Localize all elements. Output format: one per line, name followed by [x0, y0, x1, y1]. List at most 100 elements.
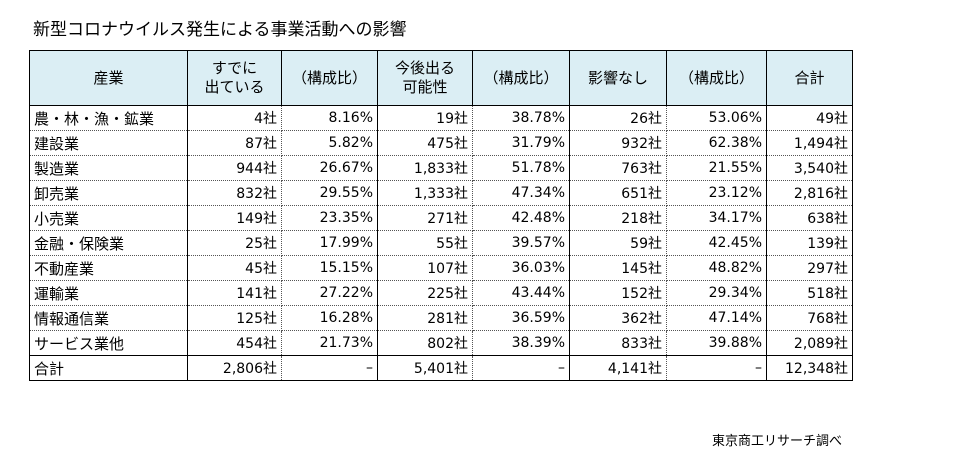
possible-pct-cell: 42.48% [472, 205, 570, 231]
already-cell: 87社 [187, 130, 282, 156]
possible-cell: 271社 [377, 205, 473, 231]
none-pct-cell: 62.38% [666, 130, 767, 156]
industry-cell: 建設業 [29, 130, 188, 156]
table-row: 建設業 87社 5.82% 475社 31.79% 932社 62.38% 1,… [29, 130, 853, 156]
possible-cell: 107社 [377, 255, 473, 281]
possible-pct-cell: 38.39% [472, 330, 570, 356]
industry-cell: 情報通信業 [29, 305, 188, 331]
none-pct-cell: 34.17% [666, 205, 767, 231]
none-pct-cell: 39.88% [666, 330, 767, 356]
possible-pct-cell: 39.57% [472, 230, 570, 256]
already-cell: 125社 [187, 305, 282, 331]
none-cell: 145社 [569, 255, 667, 281]
header-already: すでに 出ている [187, 50, 282, 106]
possible-cell: 475社 [377, 130, 473, 156]
possible-total-cell: 5,401社 [377, 355, 473, 381]
already-pct-cell: 29.55% [281, 180, 378, 206]
already-total-cell: 2,806社 [187, 355, 282, 381]
already-cell: 832社 [187, 180, 282, 206]
total-cell: 2,089社 [766, 330, 853, 356]
none-cell: 152社 [569, 280, 667, 306]
none-pct-cell: 29.34% [666, 280, 767, 306]
table-row: サービス業他 454社 21.73% 802社 38.39% 833社 39.8… [29, 330, 853, 356]
already-pct-cell: 15.15% [281, 255, 378, 281]
possible-cell: 802社 [377, 330, 473, 356]
none-cell: 59社 [569, 230, 667, 256]
industry-cell: 運輸業 [29, 280, 188, 306]
header-none: 影響なし [569, 50, 667, 106]
already-cell: 944社 [187, 155, 282, 181]
possible-cell: 281社 [377, 305, 473, 331]
already-cell: 141社 [187, 280, 282, 306]
possible-pct-cell: 36.59% [472, 305, 570, 331]
impact-table: 産業 すでに 出ている （構成比） 今後出る 可能性 （構成比） 影響なし （構成比… [29, 50, 853, 381]
none-pct-total-cell: – [666, 355, 767, 381]
total-row: 合計 2,806社 – 5,401社 – 4,141社 – 12,348社 [29, 355, 853, 381]
industry-cell: 農・林・漁・鉱業 [29, 105, 188, 131]
industry-cell: 製造業 [29, 155, 188, 181]
possible-pct-cell: 38.78% [472, 105, 570, 131]
industry-cell: サービス業他 [29, 330, 188, 356]
none-pct-cell: 23.12% [666, 180, 767, 206]
total-label-cell: 合計 [29, 355, 188, 381]
possible-pct-cell: 36.03% [472, 255, 570, 281]
table-row: 農・林・漁・鉱業 4社 8.16% 19社 38.78% 26社 53.06% … [29, 105, 853, 131]
already-pct-cell: 27.22% [281, 280, 378, 306]
possible-pct-total-cell: – [472, 355, 570, 381]
already-pct-cell: 8.16% [281, 105, 378, 131]
possible-cell: 225社 [377, 280, 473, 306]
already-cell: 454社 [187, 330, 282, 356]
possible-cell: 19社 [377, 105, 473, 131]
already-pct-cell: 26.67% [281, 155, 378, 181]
industry-cell: 金融・保険業 [29, 230, 188, 256]
total-cell: 518社 [766, 280, 853, 306]
none-cell: 218社 [569, 205, 667, 231]
source-note: 東京商工リサーチ調べ [712, 434, 843, 449]
total-cell: 297社 [766, 255, 853, 281]
possible-cell: 55社 [377, 230, 473, 256]
table-row: 情報通信業 125社 16.28% 281社 36.59% 362社 47.14… [29, 305, 853, 331]
already-pct-cell: 23.35% [281, 205, 378, 231]
industry-cell: 不動産業 [29, 255, 188, 281]
already-cell: 25社 [187, 230, 282, 256]
none-pct-cell: 21.55% [666, 155, 767, 181]
none-cell: 26社 [569, 105, 667, 131]
none-pct-cell: 47.14% [666, 305, 767, 331]
header-ratio-none: （構成比） [666, 50, 767, 106]
total-cell: 1,494社 [766, 130, 853, 156]
none-cell: 362社 [569, 305, 667, 331]
table-row: 卸売業 832社 29.55% 1,333社 47.34% 651社 23.12… [29, 180, 853, 206]
industry-cell: 卸売業 [29, 180, 188, 206]
none-cell: 651社 [569, 180, 667, 206]
header-ratio-already: （構成比） [281, 50, 378, 106]
none-pct-cell: 48.82% [666, 255, 767, 281]
header-row: 産業 すでに 出ている （構成比） 今後出る 可能性 （構成比） 影響なし （構成比… [29, 50, 853, 106]
none-pct-cell: 53.06% [666, 105, 767, 131]
already-pct-cell: 17.99% [281, 230, 378, 256]
already-pct-cell: 21.73% [281, 330, 378, 356]
none-pct-cell: 42.45% [666, 230, 767, 256]
table-row: 製造業 944社 26.67% 1,833社 51.78% 763社 21.55… [29, 155, 853, 181]
table-row: 不動産業 45社 15.15% 107社 36.03% 145社 48.82% … [29, 255, 853, 281]
possible-cell: 1,333社 [377, 180, 473, 206]
possible-cell: 1,833社 [377, 155, 473, 181]
total-cell: 638社 [766, 205, 853, 231]
possible-pct-cell: 43.44% [472, 280, 570, 306]
none-cell: 833社 [569, 330, 667, 356]
table-row: 小売業 149社 23.35% 271社 42.48% 218社 34.17% … [29, 205, 853, 231]
header-total: 合計 [766, 50, 853, 106]
none-total-cell: 4,141社 [569, 355, 667, 381]
already-cell: 45社 [187, 255, 282, 281]
total-cell: 2,816社 [766, 180, 853, 206]
header-possible: 今後出る 可能性 [377, 50, 473, 106]
grand-total-cell: 12,348社 [766, 355, 853, 381]
header-ratio-possible: （構成比） [472, 50, 570, 106]
total-cell: 3,540社 [766, 155, 853, 181]
already-cell: 4社 [187, 105, 282, 131]
table-row: 運輸業 141社 27.22% 225社 43.44% 152社 29.34% … [29, 280, 853, 306]
already-cell: 149社 [187, 205, 282, 231]
possible-pct-cell: 51.78% [472, 155, 570, 181]
already-pct-total-cell: – [281, 355, 378, 381]
none-cell: 763社 [569, 155, 667, 181]
possible-pct-cell: 47.34% [472, 180, 570, 206]
